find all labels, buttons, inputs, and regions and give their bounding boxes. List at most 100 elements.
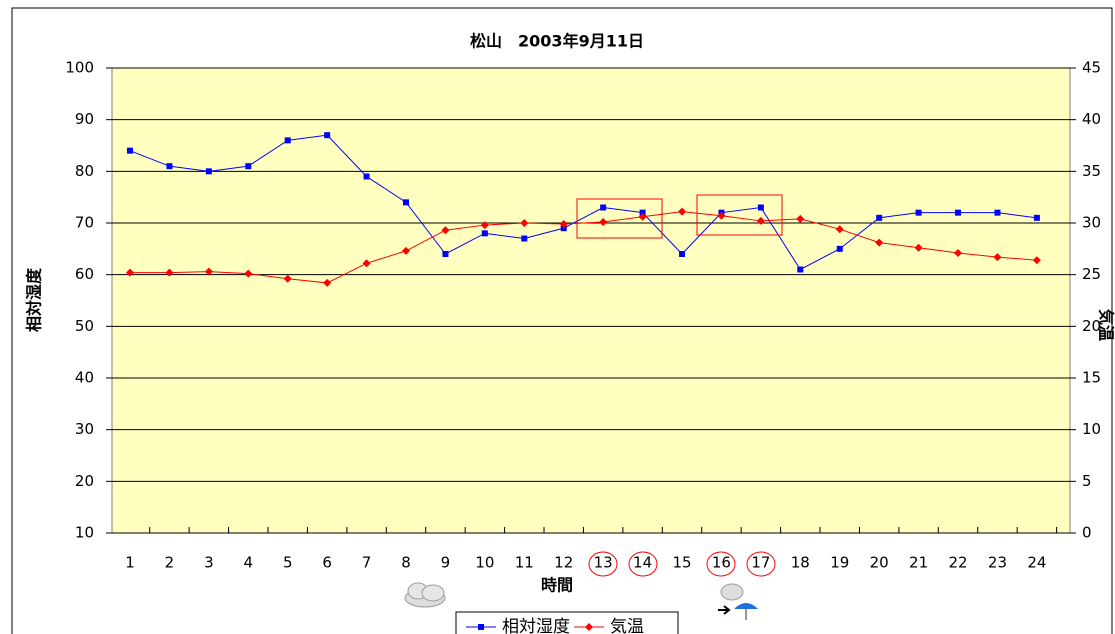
legend-marker xyxy=(585,623,593,631)
y-tick-label: 10 xyxy=(75,524,94,542)
point xyxy=(402,246,411,255)
x-tick-label: 14 xyxy=(633,554,652,572)
point xyxy=(166,163,173,170)
x-tick-label: 2 xyxy=(165,554,175,572)
x-tick-label: 18 xyxy=(791,554,810,572)
y-tick-label: 40 xyxy=(75,369,94,387)
y-axis-label: 相対湿度 xyxy=(25,267,44,332)
x-tick-label: 10 xyxy=(475,554,494,572)
point xyxy=(323,278,332,287)
x-tick-label: 13 xyxy=(594,554,613,572)
point xyxy=(481,230,488,237)
point xyxy=(993,253,1002,262)
point xyxy=(914,243,923,252)
point xyxy=(756,216,765,225)
highlight-box xyxy=(696,194,783,236)
point xyxy=(994,209,1001,216)
point xyxy=(955,209,962,216)
point xyxy=(520,219,529,227)
x-tick-label: 20 xyxy=(870,554,889,572)
y2-tick-label: 35 xyxy=(1082,162,1101,180)
x-tick-label: 7 xyxy=(362,554,372,572)
x-axis-label: 時間 xyxy=(541,576,573,595)
point xyxy=(403,199,410,206)
point xyxy=(639,209,646,216)
point xyxy=(521,235,528,242)
plot-area xyxy=(111,67,1071,534)
point xyxy=(679,251,686,257)
y2-tick-label: 25 xyxy=(1082,265,1101,283)
point xyxy=(954,248,963,257)
point xyxy=(284,137,291,144)
point xyxy=(165,268,174,277)
x-tick-label: 9 xyxy=(441,554,451,572)
point xyxy=(126,268,134,277)
y-tick-label: 80 xyxy=(75,162,94,180)
x-tick-label: 4 xyxy=(244,554,254,572)
y2-axis-label: 気温 xyxy=(1097,309,1115,341)
y-tick-label: 60 xyxy=(75,265,94,283)
x-tick-label: 6 xyxy=(322,554,332,572)
x-tick-label: 17 xyxy=(751,554,770,572)
point xyxy=(559,220,568,229)
x-tick-label: 12 xyxy=(554,554,573,572)
x-tick-label: 8 xyxy=(401,554,411,572)
point xyxy=(876,214,883,221)
y-tick-label: 50 xyxy=(75,317,94,335)
rain-icon xyxy=(718,583,758,620)
x-tick-label: 5 xyxy=(283,554,293,572)
point xyxy=(442,251,449,257)
legend-label: 相対湿度 xyxy=(502,617,570,634)
point xyxy=(363,173,370,180)
y2-tick-label: 30 xyxy=(1082,214,1101,232)
point xyxy=(757,204,764,211)
y-tick-label: 100 xyxy=(65,59,94,77)
highlight-box xyxy=(576,198,663,239)
point xyxy=(1032,256,1041,265)
point xyxy=(205,168,212,175)
x-tick-label: 3 xyxy=(204,554,214,572)
highlight-circle xyxy=(628,551,658,577)
y-tick-label: 90 xyxy=(75,110,94,128)
series-line xyxy=(129,134,1037,271)
x-tick-label: 24 xyxy=(1027,554,1046,572)
x-tick-label: 1 xyxy=(125,554,135,572)
x-tick-label: 19 xyxy=(830,554,849,572)
point xyxy=(600,204,607,211)
point xyxy=(1033,214,1040,221)
point xyxy=(796,214,805,223)
legend-label: 気温 xyxy=(610,617,644,634)
marks xyxy=(126,132,1041,287)
y-tick-label: 70 xyxy=(75,214,94,232)
y2-tick-label: 10 xyxy=(1082,420,1101,438)
legend: 相対湿度 気温 xyxy=(466,617,644,634)
y-tick-label: 30 xyxy=(75,420,94,438)
point xyxy=(245,163,252,170)
point xyxy=(717,211,726,220)
y2-tick-label: 5 xyxy=(1082,472,1092,490)
chart-title: 松山 2003年9月11日 xyxy=(470,32,644,51)
point xyxy=(875,238,884,247)
y-tick-label: 20 xyxy=(75,472,94,490)
point xyxy=(480,221,489,230)
cloud-icon xyxy=(404,582,446,608)
legend-box xyxy=(455,611,679,634)
point xyxy=(797,266,804,273)
point xyxy=(244,269,253,278)
series-line xyxy=(130,211,1037,284)
y2-tick-label: 20 xyxy=(1082,317,1101,335)
point xyxy=(362,259,371,268)
x-tick-label: 11 xyxy=(515,554,534,572)
point xyxy=(638,212,647,221)
x-tick-label: 16 xyxy=(712,554,731,572)
x-tick-label: 22 xyxy=(948,554,967,572)
y2-tick-label: 40 xyxy=(1082,110,1101,128)
point xyxy=(560,225,567,232)
x-tick-label: 21 xyxy=(909,554,928,572)
x-tick-label: 15 xyxy=(672,554,691,572)
point xyxy=(441,226,450,235)
point xyxy=(283,274,292,283)
y2-tick-label: 0 xyxy=(1082,524,1092,542)
y2-tick-label: 45 xyxy=(1082,59,1101,77)
point xyxy=(915,209,922,216)
